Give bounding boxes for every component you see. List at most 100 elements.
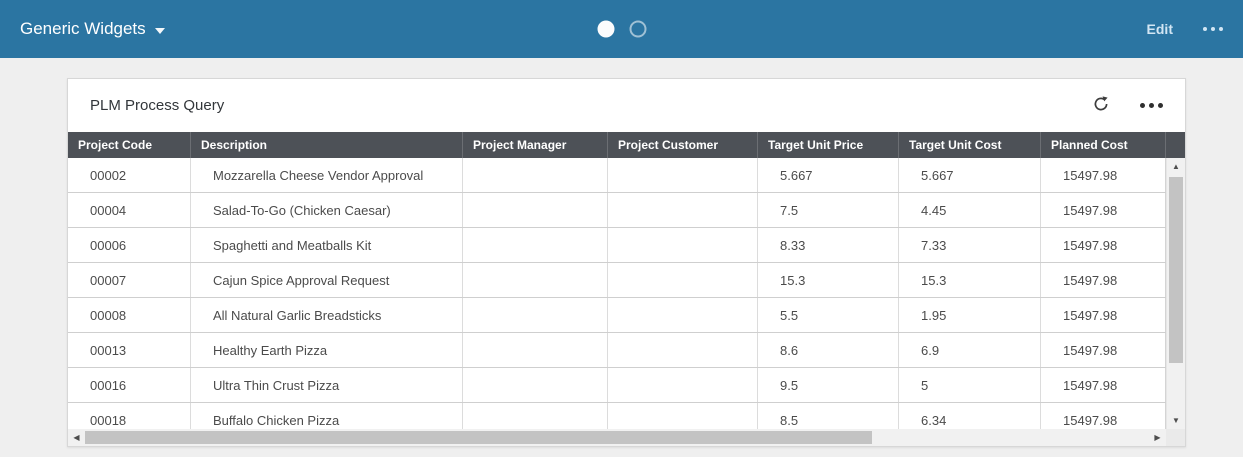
table-cell: 7.5 [758,193,899,227]
table-cell: 15497.98 [1041,158,1166,192]
table-cell [608,368,758,402]
page-dot-active[interactable] [597,20,614,38]
table-cell: Cajun Spice Approval Request [191,263,463,297]
refresh-icon [1092,95,1110,116]
table-cell: 00002 [68,158,191,192]
table-body-rows: 00002 Mozzarella Cheese Vendor Approval 5.… [68,158,1166,429]
table-cell [463,228,608,262]
table-cell: 15497.98 [1041,368,1166,402]
table-cell: Buffalo Chicken Pizza [191,403,463,429]
table-cell [608,228,758,262]
table-cell [608,333,758,367]
scroll-right-arrow-icon[interactable]: ▶ [1149,429,1166,446]
column-header-project-customer[interactable]: Project Customer [608,132,758,158]
table-cell [608,263,758,297]
column-header-project-code[interactable]: Project Code [68,132,191,158]
table-cell: 15497.98 [1041,403,1166,429]
table-cell [608,298,758,332]
table-cell: 5 [899,368,1041,402]
horizontal-scrollbar[interactable]: ◀ ▶ [68,429,1185,446]
edit-button[interactable]: Edit [1146,21,1173,37]
column-header-target-unit-price[interactable]: Target Unit Price [758,132,899,158]
table-cell [463,298,608,332]
scrollbar-corner [1166,429,1185,446]
table-row[interactable]: 00004 Salad-To-Go (Chicken Caesar) 7.5 4.45… [68,193,1166,228]
table-cell: 6.9 [899,333,1041,367]
scroll-left-arrow-icon[interactable]: ◀ [68,429,85,446]
vertical-scroll-thumb[interactable] [1169,177,1183,363]
table-cell: 1.95 [899,298,1041,332]
table-cell: 00004 [68,193,191,227]
table-cell: 00016 [68,368,191,402]
app-title-dropdown[interactable]: Generic Widgets [20,19,165,39]
table-cell: Mozzarella Cheese Vendor Approval [191,158,463,192]
scroll-down-arrow-icon[interactable]: ▼ [1167,412,1185,429]
overflow-menu-icon [1140,103,1163,108]
table-header-row: Project Code Description Project Manager… [68,132,1185,158]
table-body: 00002 Mozzarella Cheese Vendor Approval 5.… [68,158,1185,429]
table-cell [463,403,608,429]
widget-overflow-button[interactable] [1138,101,1165,110]
table-cell [608,193,758,227]
widget-header: PLM Process Query [68,79,1185,132]
table-cell: 15497.98 [1041,263,1166,297]
table-cell: 8.5 [758,403,899,429]
table-cell [463,368,608,402]
top-navbar: Generic Widgets Edit [0,0,1243,58]
table-cell [463,158,608,192]
table-cell: 5.667 [758,158,899,192]
table-cell: Healthy Earth Pizza [191,333,463,367]
chevron-down-icon [154,27,165,34]
table-cell: Ultra Thin Crust Pizza [191,368,463,402]
table-row[interactable]: 00016 Ultra Thin Crust Pizza 9.5 5 15497.98 [68,368,1166,403]
table-cell: 5.667 [899,158,1041,192]
column-header-target-unit-cost[interactable]: Target Unit Cost [899,132,1041,158]
table-cell: Spaghetti and Meatballs Kit [191,228,463,262]
horizontal-scroll-thumb[interactable] [85,431,872,444]
table-cell: 00018 [68,403,191,429]
table-cell [608,403,758,429]
table-row[interactable]: 00013 Healthy Earth Pizza 8.6 6.9 15497.98 [68,333,1166,368]
topbar-overflow-menu-icon[interactable] [1201,23,1225,35]
table-cell: 8.6 [758,333,899,367]
table-cell: 7.33 [899,228,1041,262]
app-title-label: Generic Widgets [20,19,146,38]
column-header-description[interactable]: Description [191,132,463,158]
table-cell [463,263,608,297]
data-grid: Project Code Description Project Manager… [68,132,1185,446]
refresh-button[interactable] [1090,93,1112,118]
table-row[interactable]: 00018 Buffalo Chicken Pizza 8.5 6.34 15497.9… [68,403,1166,429]
plm-process-query-widget: PLM Process Query Project Code Descripti… [67,78,1186,447]
table-cell: 00013 [68,333,191,367]
scroll-up-arrow-icon[interactable]: ▲ [1167,158,1185,175]
page-dot-inactive[interactable] [629,20,646,38]
table-cell: All Natural Garlic Breadsticks [191,298,463,332]
table-cell: 6.34 [899,403,1041,429]
table-cell: 15497.98 [1041,333,1166,367]
table-cell: 00008 [68,298,191,332]
table-cell: 4.45 [899,193,1041,227]
table-row[interactable]: 00008 All Natural Garlic Breadsticks 5.5 1.… [68,298,1166,333]
horizontal-scroll-track[interactable] [85,429,1149,446]
table-cell: 00007 [68,263,191,297]
column-header-planned-cost[interactable]: Planned Cost [1041,132,1166,158]
table-cell: 5.5 [758,298,899,332]
vertical-scrollbar[interactable]: ▲ ▼ [1166,158,1185,429]
table-cell: 9.5 [758,368,899,402]
table-row[interactable]: 00006 Spaghetti and Meatballs Kit 8.33 7.33… [68,228,1166,263]
table-cell: 15.3 [758,263,899,297]
widget-title: PLM Process Query [90,97,225,114]
column-header-project-manager[interactable]: Project Manager [463,132,608,158]
table-cell: 00006 [68,228,191,262]
table-cell: 15.3 [899,263,1041,297]
header-filler [1166,132,1185,158]
table-row[interactable]: 00007 Cajun Spice Approval Request 15.3 15.… [68,263,1166,298]
table-cell: 8.33 [758,228,899,262]
widget-actions [1090,93,1165,118]
table-cell: 15497.98 [1041,228,1166,262]
page-indicator [597,20,646,38]
table-row[interactable]: 00002 Mozzarella Cheese Vendor Approval 5.… [68,158,1166,193]
topbar-actions: Edit [1147,21,1227,37]
table-cell: 15497.98 [1041,193,1166,227]
table-cell [463,333,608,367]
